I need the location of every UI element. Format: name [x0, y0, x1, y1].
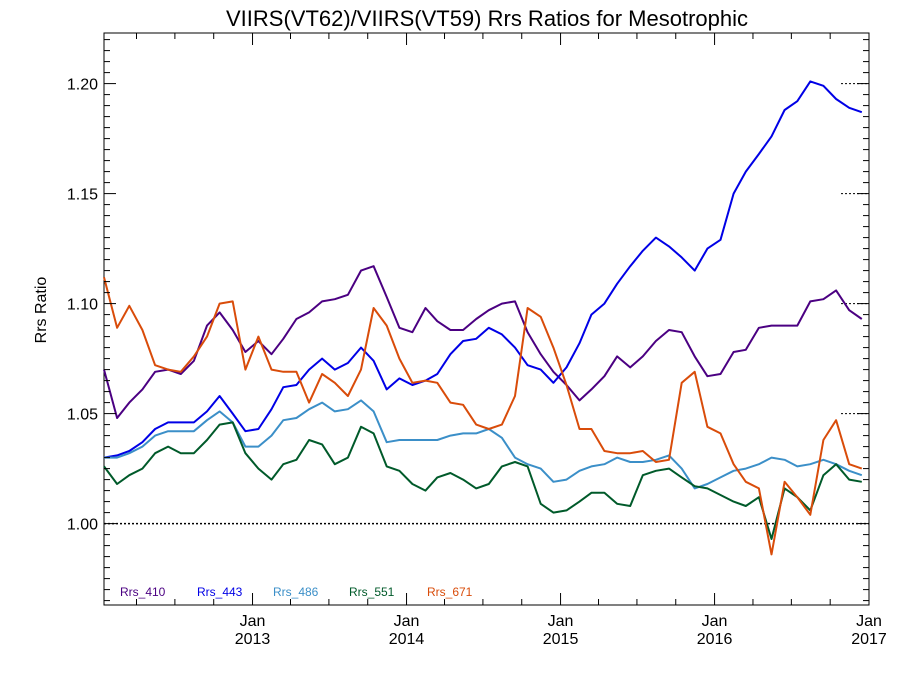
x-tick-year-label: 2015 — [543, 631, 579, 648]
series-line-rrs-671 — [103, 276, 863, 556]
legend: Rrs_410 Rrs_443 Rrs_486 Rrs_551 Rrs_671 — [120, 585, 473, 599]
y-axis-label: Rrs Ratio — [33, 277, 50, 344]
y-tick-label: 1.20 — [67, 77, 98, 94]
x-tick-year-label: 2013 — [235, 631, 271, 648]
x-tick-month-label: Jan — [240, 613, 266, 630]
x-tick-month-label: Jan — [702, 613, 728, 630]
x-tick-month-label: Jan — [856, 613, 882, 630]
series-line-rrs-410 — [103, 265, 863, 419]
x-tick-year-label: 2017 — [851, 631, 887, 648]
legend-entry-rrs-486: Rrs_486 — [273, 585, 319, 599]
y-tick-label: 1.00 — [67, 517, 98, 534]
series-line-rrs-551 — [103, 421, 862, 540]
series-line-rrs-443 — [103, 80, 863, 459]
x-tick-year-label: 2016 — [697, 631, 733, 648]
series-layer — [103, 80, 863, 556]
axis-ticks-layer: 1.001.051.101.151.20Jan2013Jan2014Jan201… — [67, 33, 887, 648]
chart-title: VIIRS(VT62)/VIIRS(VT59) Rrs Ratios for M… — [226, 6, 748, 31]
series-line-rrs-486 — [104, 399, 863, 490]
x-tick-year-label: 2014 — [389, 631, 425, 648]
x-tick-month-label: Jan — [548, 613, 574, 630]
legend-entry-rrs-443: Rrs_443 — [197, 585, 243, 599]
y-tick-label: 1.10 — [67, 297, 98, 314]
legend-entry-rrs-410: Rrs_410 — [120, 585, 166, 599]
y-tick-label: 1.15 — [67, 187, 98, 204]
y-tick-label: 1.05 — [67, 407, 98, 424]
legend-entry-rrs-671: Rrs_671 — [427, 585, 473, 599]
x-tick-month-label: Jan — [394, 613, 420, 630]
plot-frame — [103, 32, 870, 606]
legend-entry-rrs-551: Rrs_551 — [349, 585, 395, 599]
